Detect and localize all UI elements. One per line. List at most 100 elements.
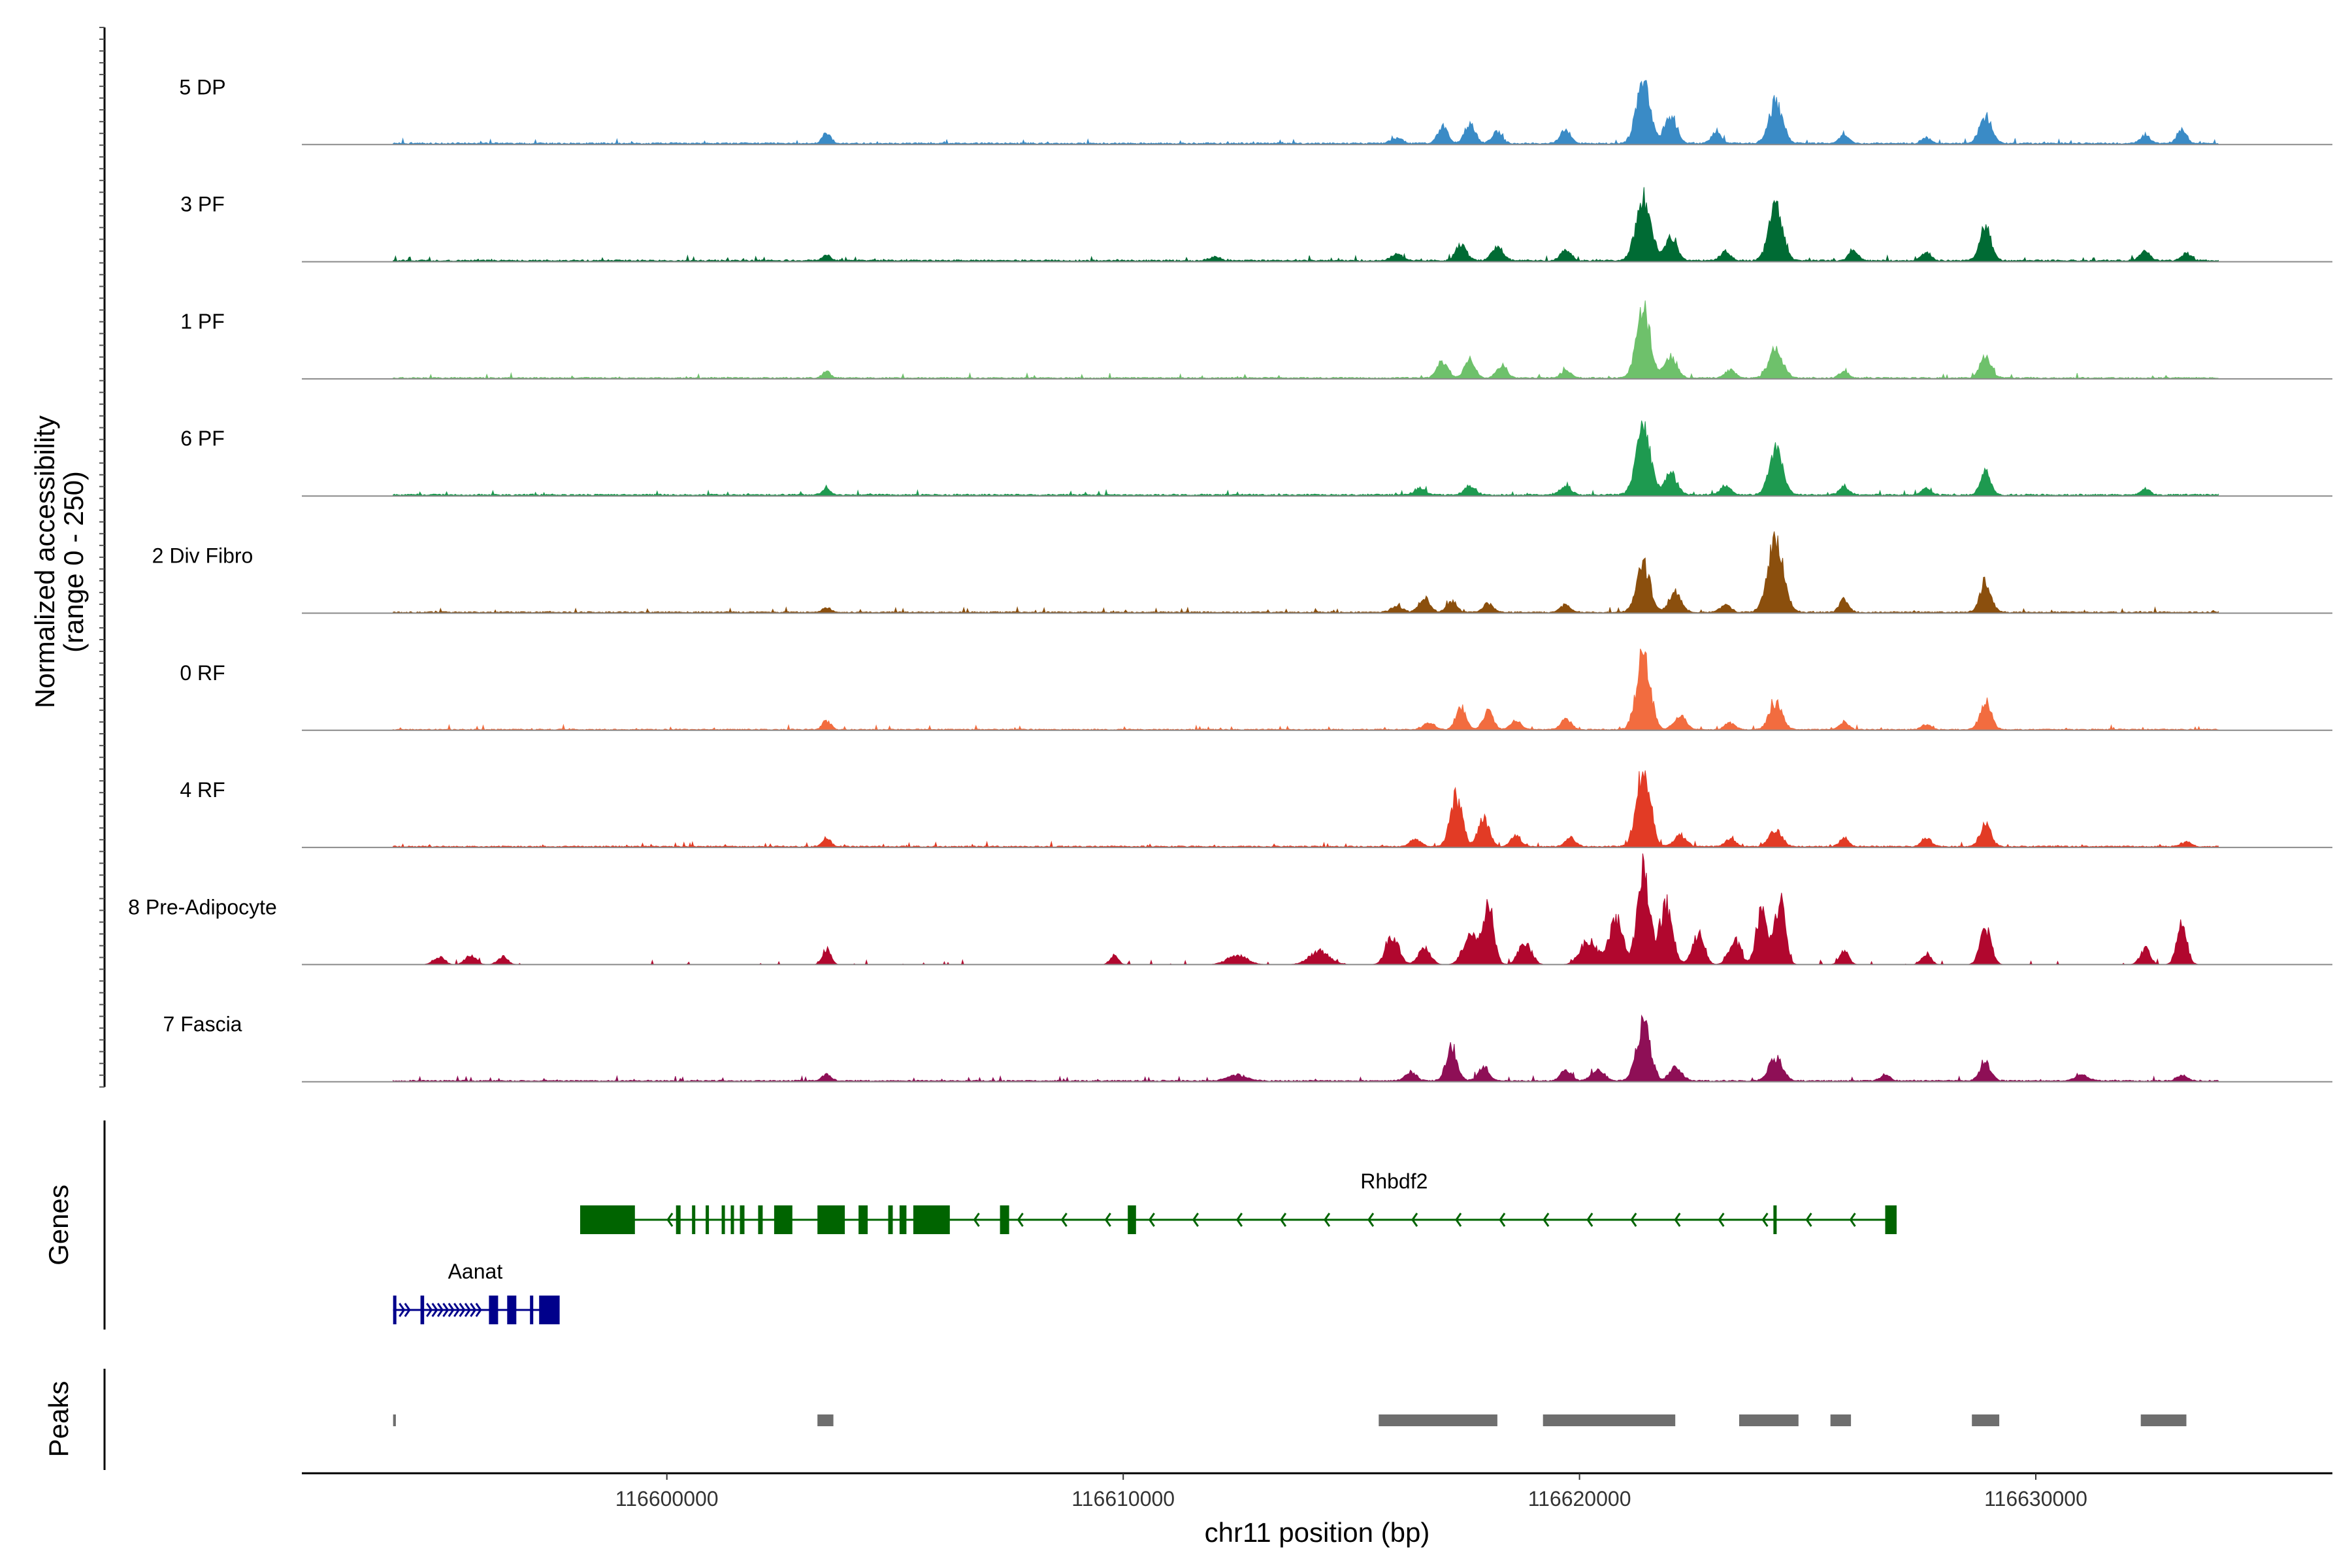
track-label: 7 Fascia — [163, 1013, 242, 1036]
strand-arrow-icon — [436, 1303, 444, 1317]
track-signal — [393, 853, 2219, 965]
strand-arrow-icon — [1630, 1213, 1637, 1227]
strand-arrow-icon — [1586, 1213, 1593, 1227]
track-signal — [393, 300, 2219, 380]
track-signal — [393, 80, 2219, 145]
strand-arrow-icon — [1148, 1213, 1155, 1227]
y-axis-title: Normalized accessibility(range 0 - 250) — [29, 416, 89, 708]
x-axis-title: chr11 position (bp) — [1205, 1517, 1430, 1548]
track-label: 2 Div Fibro — [152, 544, 253, 568]
gene-exon — [740, 1205, 745, 1234]
strand-arrow-icon — [426, 1303, 433, 1317]
strand-arrow-icon — [1499, 1213, 1506, 1227]
peak-region — [393, 1414, 396, 1426]
gene-exon — [758, 1205, 763, 1234]
track-signal — [393, 1014, 2219, 1083]
track-label: 3 PF — [180, 193, 225, 216]
genes-panel-title: Genes — [43, 1184, 74, 1266]
strand-arrow-icon — [1324, 1213, 1331, 1227]
track-0-rf: 0 RF — [180, 648, 2332, 731]
gene-exon — [899, 1205, 907, 1234]
strand-arrow-icon — [1235, 1213, 1243, 1227]
strand-arrow-icon — [399, 1303, 406, 1317]
strand-arrow-icon — [404, 1303, 411, 1317]
gene-exon — [1885, 1205, 1897, 1234]
gene-exon — [1000, 1205, 1009, 1234]
gene-exon — [393, 1296, 397, 1324]
gene-exon — [913, 1205, 950, 1234]
strand-arrow-icon — [1192, 1213, 1199, 1227]
track-5-dp: 5 DP — [179, 75, 2332, 146]
track-signal — [393, 531, 2219, 613]
track-label: 5 DP — [179, 75, 225, 99]
peak-region — [1379, 1414, 1497, 1426]
gene-exon — [692, 1205, 696, 1234]
gene-exon — [420, 1296, 425, 1324]
coverage-tracks: 5 DP 3 PF 1 PF 6 PF 2 Div Fibro 0 RF 4 RF 8 Pre… — [128, 75, 2332, 1083]
peak-region — [817, 1414, 834, 1426]
track-6-pf: 6 PF — [180, 420, 2332, 497]
gene-label: Rhbdf2 — [1360, 1169, 1428, 1193]
strand-arrow-icon — [442, 1303, 449, 1317]
peaks-panel: Peaks — [43, 1369, 2187, 1470]
gene-exon — [721, 1205, 725, 1234]
strand-arrow-icon — [1060, 1213, 1068, 1227]
gene-rhbdf2: Rhbdf2 — [580, 1169, 1897, 1234]
strand-arrow-icon — [453, 1303, 461, 1317]
strand-arrow-icon — [448, 1303, 455, 1317]
peak-region — [1543, 1414, 1676, 1426]
track-8-pre-adipocyte: 8 Pre-Adipocyte — [128, 853, 2332, 966]
track-signal — [393, 187, 2219, 263]
gene-exon — [774, 1205, 792, 1234]
x-tick-label: 116610000 — [1071, 1487, 1175, 1511]
gene-exon — [539, 1296, 560, 1324]
track-label: 0 RF — [180, 661, 225, 685]
strand-arrow-icon — [666, 1213, 674, 1227]
gene-exon — [580, 1205, 635, 1234]
track-signal — [393, 648, 2219, 731]
strand-arrow-icon — [464, 1303, 471, 1317]
x-axis: 116600000 116610000 116620000 116630000 chr1… — [302, 1472, 2332, 1548]
track-1-pf: 1 PF — [180, 300, 2332, 380]
strand-arrow-icon — [470, 1303, 477, 1317]
strand-arrow-icon — [1104, 1213, 1111, 1227]
strand-arrow-icon — [973, 1213, 980, 1227]
track-label: 8 Pre-Adipocyte — [128, 895, 277, 919]
strand-arrow-icon — [1805, 1213, 1812, 1227]
peak-region — [1830, 1414, 1852, 1426]
gene-annotation-panel: Genes Aanat Rhbdf2 — [43, 1120, 1897, 1330]
track-label: 6 PF — [180, 427, 225, 450]
track-7-fascia: 7 Fascia — [163, 1013, 2332, 1083]
gene-exon — [507, 1296, 517, 1324]
strand-arrow-icon — [475, 1303, 482, 1317]
track-2-div-fibro: 2 Div Fibro — [152, 531, 2332, 614]
peaks-panel-title: Peaks — [43, 1381, 74, 1458]
x-tick-label: 116630000 — [1984, 1487, 2087, 1511]
strand-arrow-icon — [1367, 1213, 1375, 1227]
strand-arrow-icon — [431, 1303, 438, 1317]
x-tick-label: 116600000 — [615, 1487, 719, 1511]
gene-exon — [489, 1296, 498, 1324]
strand-arrow-icon — [1674, 1213, 1681, 1227]
track-label: 4 RF — [180, 778, 225, 802]
strand-arrow-icon — [459, 1303, 466, 1317]
gene-aanat: Aanat — [393, 1260, 560, 1324]
strand-arrow-icon — [1849, 1213, 1856, 1227]
gene-exon — [730, 1205, 734, 1234]
track-label: 1 PF — [180, 310, 225, 333]
strand-arrow-icon — [1279, 1213, 1287, 1227]
x-tick-label: 116620000 — [1528, 1487, 1631, 1511]
gene-exon — [888, 1205, 893, 1234]
track-signal — [393, 770, 2219, 848]
gene-exon — [1128, 1205, 1136, 1234]
gene-exon — [530, 1296, 534, 1324]
gene-exon — [676, 1205, 681, 1234]
peak-region — [2140, 1414, 2187, 1426]
strand-arrow-icon — [1761, 1213, 1769, 1227]
track-signal — [393, 420, 2219, 497]
strand-arrow-icon — [1718, 1213, 1725, 1227]
gene-exon — [1773, 1205, 1777, 1234]
peak-region — [1972, 1414, 2000, 1426]
gene-exon — [706, 1205, 710, 1234]
